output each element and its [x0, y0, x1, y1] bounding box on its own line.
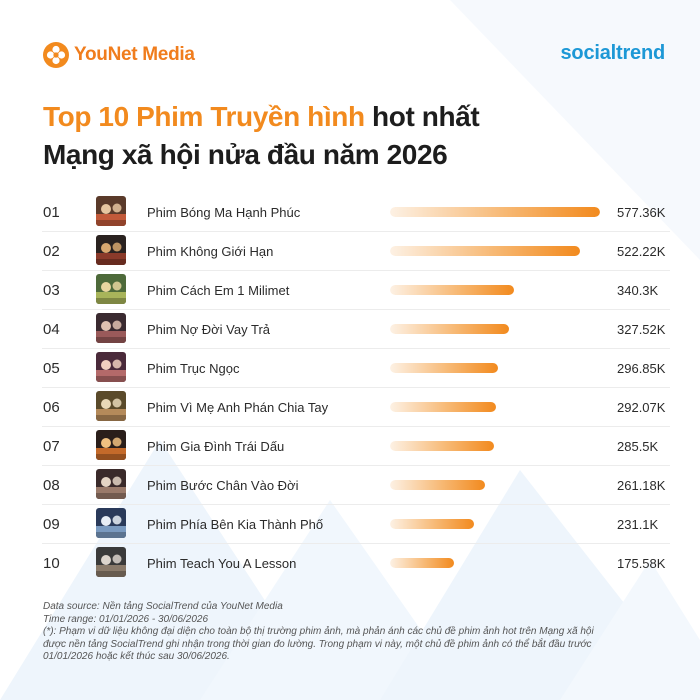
bar	[390, 402, 496, 412]
data-label: 175.58K	[617, 556, 666, 571]
data-label: 522.22K	[617, 244, 666, 259]
socialtrend-brand: socialtrend	[560, 42, 666, 64]
title-line2: Mạng xã hội nửa đầu năm 2026	[43, 139, 448, 170]
poster-thumbnail	[96, 547, 126, 577]
list-item: 02 Phim Không Giới Hạn 522.22K	[40, 232, 670, 271]
bar	[390, 480, 485, 490]
list-item: 07 Phim Gia Đình Trái Dấu 285.5K	[40, 427, 670, 466]
rank-number: 04	[43, 321, 60, 338]
poster-thumbnail	[96, 352, 126, 382]
younet-flower-icon	[43, 42, 69, 68]
rank-number: 05	[43, 360, 60, 377]
bar	[390, 441, 494, 451]
row-divider	[42, 348, 670, 349]
bar-track	[390, 246, 600, 256]
footnote: Data source: Nền tảng SocialTrend của Yo…	[43, 601, 673, 664]
note-line-1: (*): Phạm vi dữ liệu không đại diện cho …	[43, 626, 594, 637]
bar	[390, 324, 509, 334]
list-item: 09 Phim Phía Bên Kia Thành Phố 231.1K	[40, 505, 670, 544]
bar-track	[390, 363, 600, 373]
bar	[390, 519, 474, 529]
rank-number: 08	[43, 477, 60, 494]
data-source: Data source: Nền tảng SocialTrend của Yo…	[43, 601, 283, 612]
data-label: 340.3K	[617, 283, 659, 298]
rank-number: 03	[43, 282, 60, 299]
row-divider	[42, 465, 670, 466]
poster-thumbnail	[96, 430, 126, 460]
bar-track	[390, 519, 600, 529]
rank-number: 10	[43, 555, 60, 572]
bar	[390, 246, 580, 256]
bar-track	[390, 558, 600, 568]
category-label: Phim Bóng Ma Hạnh Phúc	[147, 205, 301, 220]
data-label: 327.52K	[617, 322, 666, 337]
poster-thumbnail	[96, 235, 126, 265]
poster-thumbnail	[96, 391, 126, 421]
younet-media-name: YouNet Media	[74, 44, 195, 65]
bar	[390, 363, 498, 373]
time-range: Time range: 01/01/2026 - 30/06/2026	[43, 613, 209, 625]
younet-media-brand: YouNet Media	[43, 42, 195, 68]
rank-number: 06	[43, 399, 60, 416]
poster-thumbnail	[96, 508, 126, 538]
category-label: Phim Không Giới Hạn	[147, 244, 274, 259]
row-divider	[42, 270, 670, 271]
row-divider	[42, 231, 670, 232]
data-label: 261.18K	[617, 478, 666, 493]
bar-track	[390, 402, 600, 412]
note-line-3: 01/01/2026 hoặc kết thúc sau 30/06/2026.	[43, 651, 230, 662]
bar	[390, 285, 514, 295]
category-label: Phim Gia Đình Trái Dấu	[147, 439, 285, 454]
title-rest: hot nhất	[372, 101, 480, 132]
category-label: Phim Teach You A Lesson	[147, 556, 297, 571]
bar-track	[390, 480, 600, 490]
list-item: 06 Phim Vì Mẹ Anh Phán Chia Tay 292.07K	[40, 388, 670, 427]
rank-number: 07	[43, 438, 60, 455]
poster-thumbnail	[96, 469, 126, 499]
bar	[390, 558, 454, 568]
list-item: 03 Phim Cách Em 1 Milimet 340.3K	[40, 271, 670, 310]
row-divider	[42, 387, 670, 388]
title-highlight: Top 10 Phim Truyền hình	[43, 101, 365, 132]
category-label: Phim Cách Em 1 Milimet	[147, 283, 290, 298]
bar	[390, 207, 600, 217]
poster-thumbnail	[96, 196, 126, 226]
data-label: 296.85K	[617, 361, 666, 376]
list-item: 08 Phim Bước Chân Vào Đời 261.18K	[40, 466, 670, 505]
list-item: 04 Phim Nợ Đời Vay Trả 327.52K	[40, 310, 670, 349]
note-line-2: được nền tảng SocialTrend ghi nhận trong…	[43, 638, 592, 650]
row-divider	[42, 426, 670, 427]
data-label: 292.07K	[617, 400, 666, 415]
category-label: Phim Vì Mẹ Anh Phán Chia Tay	[147, 400, 329, 415]
data-label: 285.5K	[617, 439, 659, 454]
data-label: 231.1K	[617, 517, 659, 532]
rank-number: 02	[43, 243, 60, 260]
list-item: 10 Phim Teach You A Lesson 175.58K	[40, 544, 670, 583]
data-label: 577.36K	[617, 205, 666, 220]
poster-thumbnail	[96, 274, 126, 304]
bar-track	[390, 441, 600, 451]
rank-number: 01	[43, 204, 60, 221]
list-item: 05 Phim Trục Ngọc 296.85K	[40, 349, 670, 388]
category-label: Phim Nợ Đời Vay Trả	[147, 322, 270, 337]
category-label: Phim Phía Bên Kia Thành Phố	[147, 517, 324, 532]
ranking-list: 01 Phim Bóng Ma Hạnh Phúc 577.36K 02 Phim Kh…	[40, 193, 670, 583]
header: YouNet Media socialtrend	[43, 42, 665, 76]
bar-track	[390, 207, 600, 217]
row-divider	[42, 543, 670, 544]
bar-track	[390, 324, 600, 334]
rank-number: 09	[43, 516, 60, 533]
category-label: Phim Trục Ngọc	[147, 361, 240, 376]
chart-title: Top 10 Phim Truyền hình hot nhất Mạng xã…	[43, 98, 663, 174]
list-item: 01 Phim Bóng Ma Hạnh Phúc 577.36K	[40, 193, 670, 232]
row-divider	[42, 309, 670, 310]
poster-thumbnail	[96, 313, 126, 343]
row-divider	[42, 504, 670, 505]
bar-track	[390, 285, 600, 295]
category-label: Phim Bước Chân Vào Đời	[147, 478, 299, 493]
